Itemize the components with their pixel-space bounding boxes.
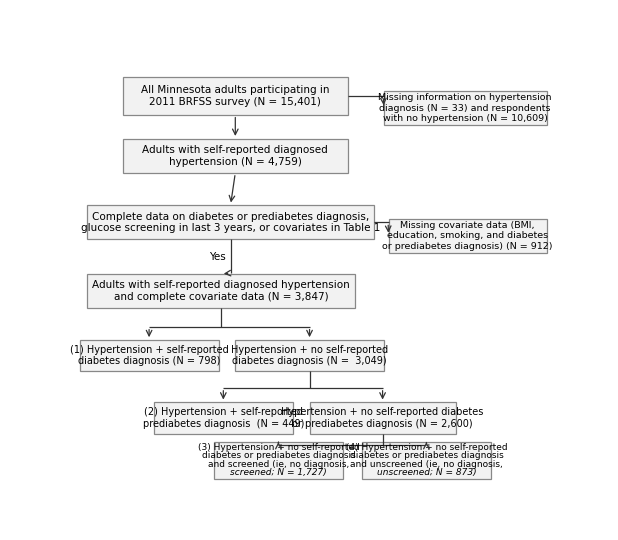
- FancyBboxPatch shape: [154, 402, 293, 434]
- Text: unscreened; N = 873): unscreened; N = 873): [376, 469, 476, 477]
- Text: and unscreened (ie, no diagnosis,: and unscreened (ie, no diagnosis,: [350, 460, 503, 469]
- Text: (4) Hypertension + no self-reported: (4) Hypertension + no self-reported: [345, 443, 507, 452]
- Text: Missing covariate data (BMI,
education, smoking, and diabetes
or prediabetes dia: Missing covariate data (BMI, education, …: [383, 221, 553, 251]
- Text: (3) Hypertension + no self-reported: (3) Hypertension + no self-reported: [198, 443, 359, 452]
- Text: Adults with self-reported diagnosed hypertension
and complete covariate data (N : Adults with self-reported diagnosed hype…: [92, 280, 350, 302]
- FancyBboxPatch shape: [389, 219, 547, 253]
- Text: screened; N = 1,727): screened; N = 1,727): [230, 469, 327, 477]
- FancyBboxPatch shape: [384, 91, 547, 125]
- FancyBboxPatch shape: [362, 442, 491, 478]
- FancyBboxPatch shape: [80, 340, 219, 371]
- Text: and screened (ie, no diagnosis,: and screened (ie, no diagnosis,: [208, 460, 349, 469]
- Text: Complete data on diabetes or prediabetes diagnosis,
glucose screening in last 3 : Complete data on diabetes or prediabetes…: [81, 212, 380, 233]
- FancyBboxPatch shape: [123, 139, 348, 173]
- FancyBboxPatch shape: [87, 274, 355, 308]
- FancyBboxPatch shape: [310, 402, 455, 434]
- FancyBboxPatch shape: [214, 442, 343, 478]
- FancyBboxPatch shape: [87, 205, 375, 239]
- Text: Hypertension + no self-reported diabetes
or prediabetes diagnosis (N = 2,600): Hypertension + no self-reported diabetes…: [281, 407, 484, 429]
- Text: Hypertension + no self-reported
diabetes diagnosis (N =  3,049): Hypertension + no self-reported diabetes…: [231, 345, 388, 367]
- FancyBboxPatch shape: [123, 77, 348, 114]
- Text: Yes: Yes: [209, 252, 226, 262]
- Text: diabetes or prediabetes diagnosis: diabetes or prediabetes diagnosis: [350, 451, 503, 461]
- Text: (1) Hypertension + self-reported
diabetes diagnosis (N = 798): (1) Hypertension + self-reported diabete…: [70, 345, 229, 367]
- Text: Missing information on hypertension
diagnosis (N = 33) and respondents
with no h: Missing information on hypertension diag…: [378, 93, 552, 123]
- Text: All Minnesota adults participating in
2011 BRFSS survey (N = 15,401): All Minnesota adults participating in 20…: [141, 85, 329, 107]
- Text: Adults with self-reported diagnosed
hypertension (N = 4,759): Adults with self-reported diagnosed hype…: [142, 145, 328, 167]
- Text: diabetes or prediabetes diagnosis: diabetes or prediabetes diagnosis: [201, 451, 355, 461]
- Text: (2) Hypertension + self-reported
prediabetes diagnosis  (N = 449): (2) Hypertension + self-reported prediab…: [143, 407, 304, 429]
- FancyBboxPatch shape: [235, 340, 384, 371]
